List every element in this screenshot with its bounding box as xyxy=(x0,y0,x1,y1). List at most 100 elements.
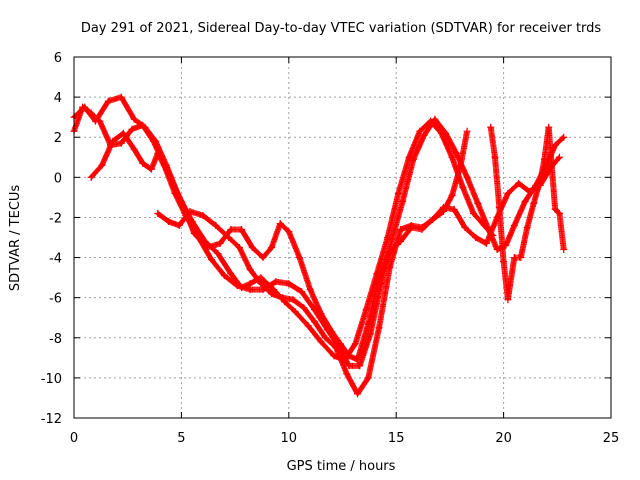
data-point xyxy=(375,324,383,332)
data-point xyxy=(321,334,329,342)
data-point xyxy=(216,240,224,248)
data-point xyxy=(345,352,353,360)
data-point xyxy=(536,177,544,185)
data-point xyxy=(448,153,456,161)
data-point xyxy=(257,280,265,288)
x-tick-label: 0 xyxy=(70,431,78,446)
data-point xyxy=(343,370,351,378)
data-point xyxy=(165,169,173,177)
data-point xyxy=(104,97,112,105)
data-point xyxy=(482,240,490,248)
data-point xyxy=(235,244,243,252)
data-point xyxy=(418,223,426,231)
data-point xyxy=(233,282,241,290)
data-point xyxy=(452,149,460,157)
data-point xyxy=(388,236,396,244)
data-point xyxy=(515,179,523,187)
data-point xyxy=(545,123,553,131)
data-point xyxy=(470,209,478,217)
data-point xyxy=(420,131,428,139)
data-point xyxy=(472,234,480,241)
data-point xyxy=(364,320,372,328)
data-point xyxy=(259,254,267,262)
data-point xyxy=(364,374,372,382)
y-tick-label: 4 xyxy=(54,91,62,106)
data-point xyxy=(448,191,456,199)
data-point xyxy=(336,340,344,348)
data-point xyxy=(227,270,235,278)
data-point xyxy=(199,211,207,219)
y-tick-label: -6 xyxy=(49,292,62,307)
data-point xyxy=(300,304,308,312)
y-tick-label: -12 xyxy=(41,412,62,427)
y-tick-label: 2 xyxy=(54,131,62,146)
data-point xyxy=(117,93,125,101)
series-track-d xyxy=(154,127,471,398)
data-point xyxy=(551,205,559,213)
chart-title: Day 291 of 2021, Sidereal Day-to-day VTE… xyxy=(81,21,602,36)
data-point xyxy=(96,117,104,125)
data-point xyxy=(190,229,198,237)
data-point xyxy=(487,123,495,131)
data-point xyxy=(220,272,228,280)
data-point xyxy=(439,207,447,215)
data-point xyxy=(351,340,359,348)
data-point xyxy=(555,209,563,217)
data-point xyxy=(504,296,512,304)
data-point xyxy=(459,183,467,191)
data-point xyxy=(212,221,220,229)
data-point xyxy=(227,225,235,233)
y-axis-label: SDTVAR / TECUs xyxy=(8,185,23,292)
series-track-e xyxy=(487,123,568,304)
data-point xyxy=(450,205,458,213)
data-point xyxy=(317,310,325,318)
y-tick-label: -2 xyxy=(49,211,62,226)
data-point xyxy=(149,137,157,145)
data-point xyxy=(289,296,297,304)
data-point xyxy=(399,197,407,205)
data-point xyxy=(285,280,293,288)
data-point xyxy=(296,254,304,262)
data-point xyxy=(311,318,319,326)
plot-frame xyxy=(73,56,612,419)
data-point xyxy=(285,227,293,235)
data-point xyxy=(356,362,364,370)
data-point xyxy=(495,203,503,211)
data-point xyxy=(117,139,125,147)
data-point xyxy=(530,199,538,207)
data-point xyxy=(246,280,254,288)
data-point xyxy=(268,244,276,252)
y-tick-label: -8 xyxy=(49,332,62,347)
data-point xyxy=(461,223,469,231)
data-points xyxy=(70,93,568,398)
data-point xyxy=(109,137,117,145)
x-tick-label: 20 xyxy=(495,431,512,446)
data-point xyxy=(278,294,286,302)
data-point xyxy=(504,189,512,197)
data-point xyxy=(463,173,471,181)
data-point xyxy=(525,187,533,195)
data-point xyxy=(474,199,482,207)
data-point xyxy=(225,234,233,241)
data-point xyxy=(139,121,147,129)
data-point xyxy=(154,209,162,217)
data-point xyxy=(500,258,508,266)
data-point xyxy=(457,161,465,169)
data-point xyxy=(463,127,471,135)
data-point xyxy=(246,286,254,294)
data-point xyxy=(291,308,299,316)
x-tick-label: 15 xyxy=(388,431,405,446)
data-point xyxy=(510,221,518,229)
data-point xyxy=(87,173,95,181)
data-point xyxy=(306,286,314,294)
data-point xyxy=(203,244,211,252)
data-point xyxy=(165,217,173,225)
data-point xyxy=(375,274,383,282)
y-tick-label: -10 xyxy=(41,372,62,387)
data-point xyxy=(328,328,336,336)
data-point xyxy=(98,161,106,169)
data-point xyxy=(386,264,394,272)
data-point xyxy=(354,356,362,364)
data-point xyxy=(429,215,437,223)
data-point xyxy=(332,344,340,352)
